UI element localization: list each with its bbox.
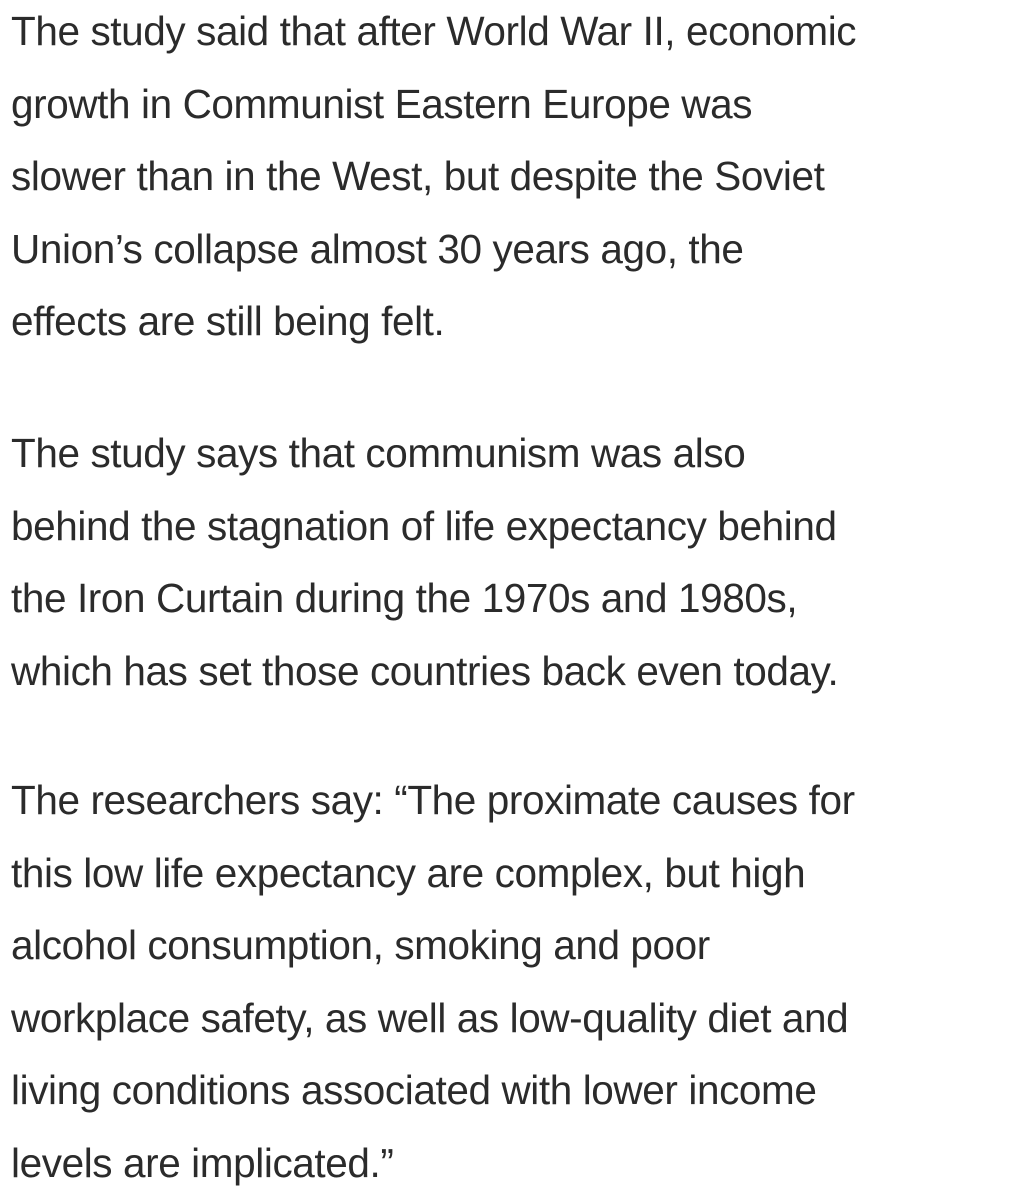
text-line: alcohol consumption, smoking and poor <box>11 909 855 982</box>
text-line: slower than in the West, but despite the… <box>11 140 856 213</box>
text-line: behind the stagnation of life expectancy… <box>11 490 838 563</box>
text-line: this low life expectancy are complex, bu… <box>11 837 855 910</box>
text-line: living conditions associated with lower … <box>11 1054 855 1127</box>
text-line: levels are implicated.” <box>11 1127 855 1199</box>
text-line: growth in Communist Eastern Europe was <box>11 68 856 141</box>
text-line: workplace safety, as well as low-quality… <box>11 982 855 1055</box>
text-line: which has set those countries back even … <box>11 635 838 708</box>
text-line: The researchers say: “The proximate caus… <box>11 764 855 837</box>
paragraph-researchers-quote: The researchers say: “The proximate caus… <box>11 764 855 1199</box>
paragraph-economic-growth: The study said that after World War II, … <box>11 0 856 358</box>
text-line: The study says that communism was also <box>11 417 838 490</box>
text-line: The study said that after World War II, … <box>11 0 856 68</box>
text-line: the Iron Curtain during the 1970s and 19… <box>11 562 838 635</box>
text-line: Union’s collapse almost 30 years ago, th… <box>11 213 856 286</box>
paragraph-life-expectancy: The study says that communism was also b… <box>11 417 838 707</box>
text-line: effects are still being felt. <box>11 285 856 358</box>
